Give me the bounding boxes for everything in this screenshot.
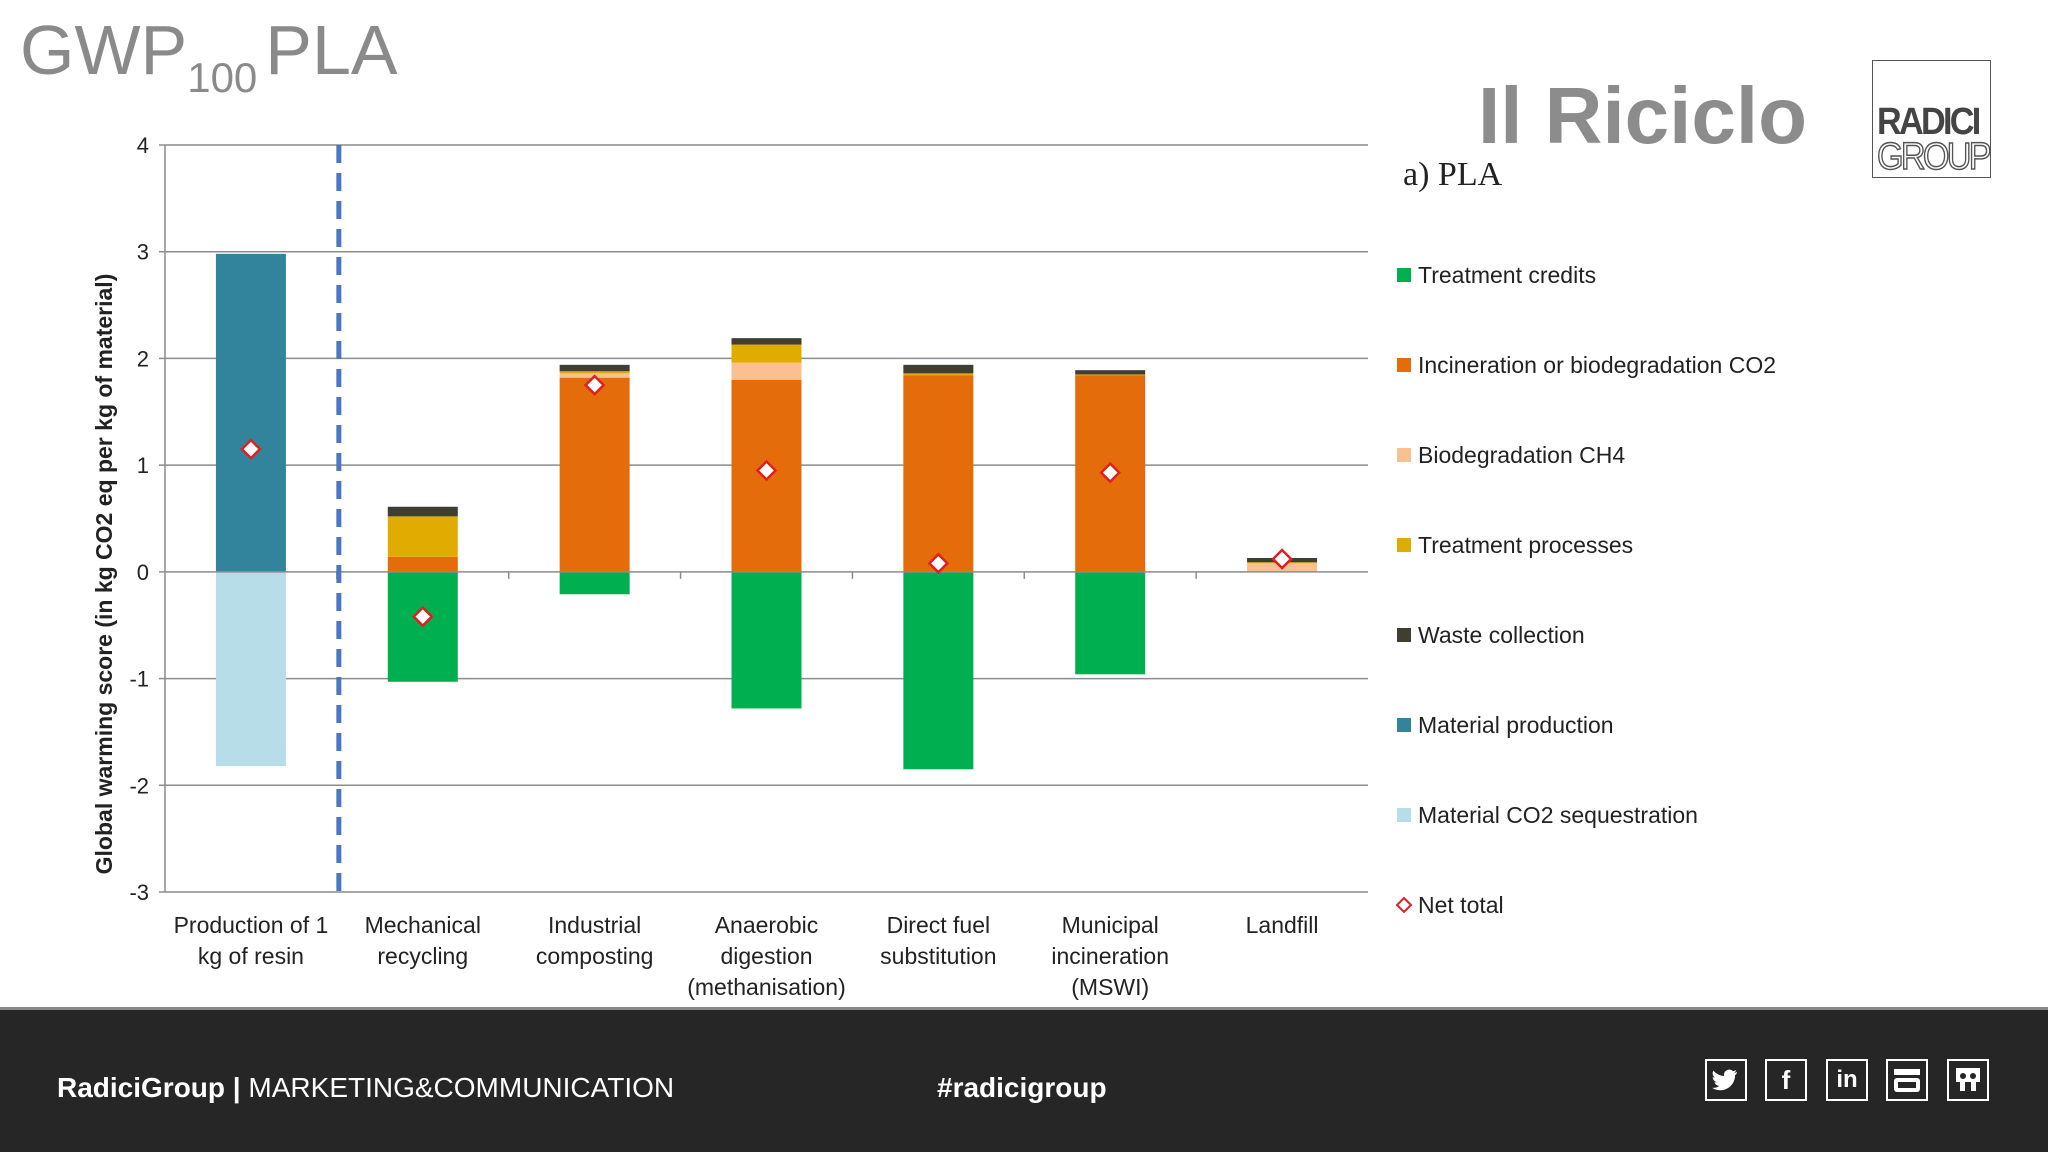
legend-label: Incineration or biodegradation CO2 [1418,352,1776,378]
x-tick-label: substitution [880,943,996,969]
net-total-marker [755,459,778,482]
x-tick-label: digestion [720,943,812,969]
bar-segment [903,373,974,376]
legend-item: Incineration or biodegradation CO2 [1397,352,1776,378]
bar-segment [1075,370,1146,375]
youtube-icon[interactable] [1886,1059,1928,1101]
footer-company: RadiciGroup | MARKETING&COMMUNICATION [57,1072,674,1104]
section-title: Il Riciclo [1478,71,1807,160]
footer-company-name: RadiciGroup | [57,1072,241,1103]
twitter-icon[interactable] [1705,1059,1747,1101]
x-tick-label: recycling [377,943,468,969]
facebook-icon[interactable]: f [1765,1059,1807,1101]
bar-segment [731,362,802,380]
net-total-marker [927,552,950,575]
bar-segment [1075,374,1146,376]
bar-segment [559,377,630,572]
y-tick-label: -1 [129,667,149,692]
bar-segment [903,375,974,572]
legend-label: Treatment processes [1418,532,1633,558]
logo-text-bottom: GROUP [1876,135,1990,178]
net-total-marker [1271,548,1293,570]
legend-swatch [1397,358,1411,372]
x-tick-label: incineration [1051,943,1169,969]
legend-label: Waste collection [1418,622,1585,648]
slideshare-icon[interactable] [1947,1059,1989,1101]
legend-item: Treatment credits [1397,262,1596,288]
legend-label: Material production [1418,712,1614,738]
y-tick-label: 0 [137,560,149,585]
x-tick-label: kg of resin [198,943,304,969]
bar-segment [903,364,974,374]
y-tick-label: 3 [137,240,149,265]
footer-department: MARKETING&COMMUNICATION [248,1072,675,1103]
bar-segment [215,571,286,767]
legend-swatch [1397,808,1411,822]
legend-item: Biodegradation CH4 [1397,442,1625,468]
x-tick-labels: Production of 1 kg of resin Mechanical recy… [174,912,1319,1000]
x-tick-label: Direct fuel [887,912,991,938]
bar-segment [731,571,802,709]
bar-segment [559,371,630,374]
bar-segment [903,571,974,770]
radicigroup-logo: RADICI GROUP [1872,60,1991,178]
logo-text-top: RADICI [1877,101,1981,143]
x-tick-label: (MSWI) [1071,974,1149,1000]
net-total-marker [583,374,606,396]
bar-segment [387,556,458,572]
net-total-marker [240,438,262,460]
y-tick-label: -3 [129,880,149,905]
legend-swatch [1397,448,1411,462]
footer-hashtag: #radicigroup [937,1072,1107,1103]
slide-title: GWP100 PLA [20,11,398,101]
chart-subtitle: a) PLA [1403,156,1503,193]
legend-swatch [1397,718,1411,732]
bar-segment [387,516,458,557]
y-tick-label: 2 [137,346,149,371]
y-tick-label: -2 [129,773,149,798]
chart-axis: 4 3 2 1 0 -1 -2 -3 [129,133,1368,905]
legend-label: Material CO2 sequestration [1418,802,1698,828]
x-tick-label: Production of 1 [174,912,329,938]
legend-label: Net total [1418,892,1504,918]
footer-divider [0,1007,2048,1010]
bar-segment [215,253,286,572]
legend-swatch [1397,268,1411,282]
legend-label: Biodegradation CH4 [1418,442,1625,468]
legend-swatch [1397,628,1411,642]
net-total-marker [1099,461,1121,484]
legend-item: Material production [1397,712,1614,738]
y-axis-label: Global warming score (in kg CO2 eq per k… [91,274,117,875]
x-tick-label: composting [536,943,654,969]
bar-segment [387,506,458,517]
y-tick-label: 4 [137,133,149,158]
legend-item: Material CO2 sequestration [1397,802,1698,828]
bar-segment [731,338,802,345]
net-total-marker [412,605,434,628]
x-tick-label: Municipal [1062,912,1159,938]
legend-swatch [1395,896,1413,914]
bar-segment [559,571,630,595]
x-tick-label: Mechanical [365,912,481,938]
legend-item: Waste collection [1397,622,1585,648]
legend-swatch [1397,538,1411,552]
net-total-markers [240,374,1293,628]
bar-segment [731,344,802,363]
x-tick-label: Industrial [548,912,641,938]
x-tick-label: Landfill [1246,912,1319,938]
x-tick-label: Anaerobic [715,912,819,938]
chart-bars [215,253,1318,770]
legend-label: Treatment credits [1418,262,1596,288]
bar-segment [1075,571,1146,675]
linkedin-icon[interactable]: in [1826,1059,1868,1101]
bar-segment [559,364,630,372]
chart-legend: Treatment credits Incineration or biodegr… [1395,262,1776,918]
y-tick-label: 1 [137,453,149,478]
x-tick-label: (methanisation) [687,974,846,1000]
legend-item: Net total [1395,892,1504,918]
legend-item: Treatment processes [1397,532,1633,558]
